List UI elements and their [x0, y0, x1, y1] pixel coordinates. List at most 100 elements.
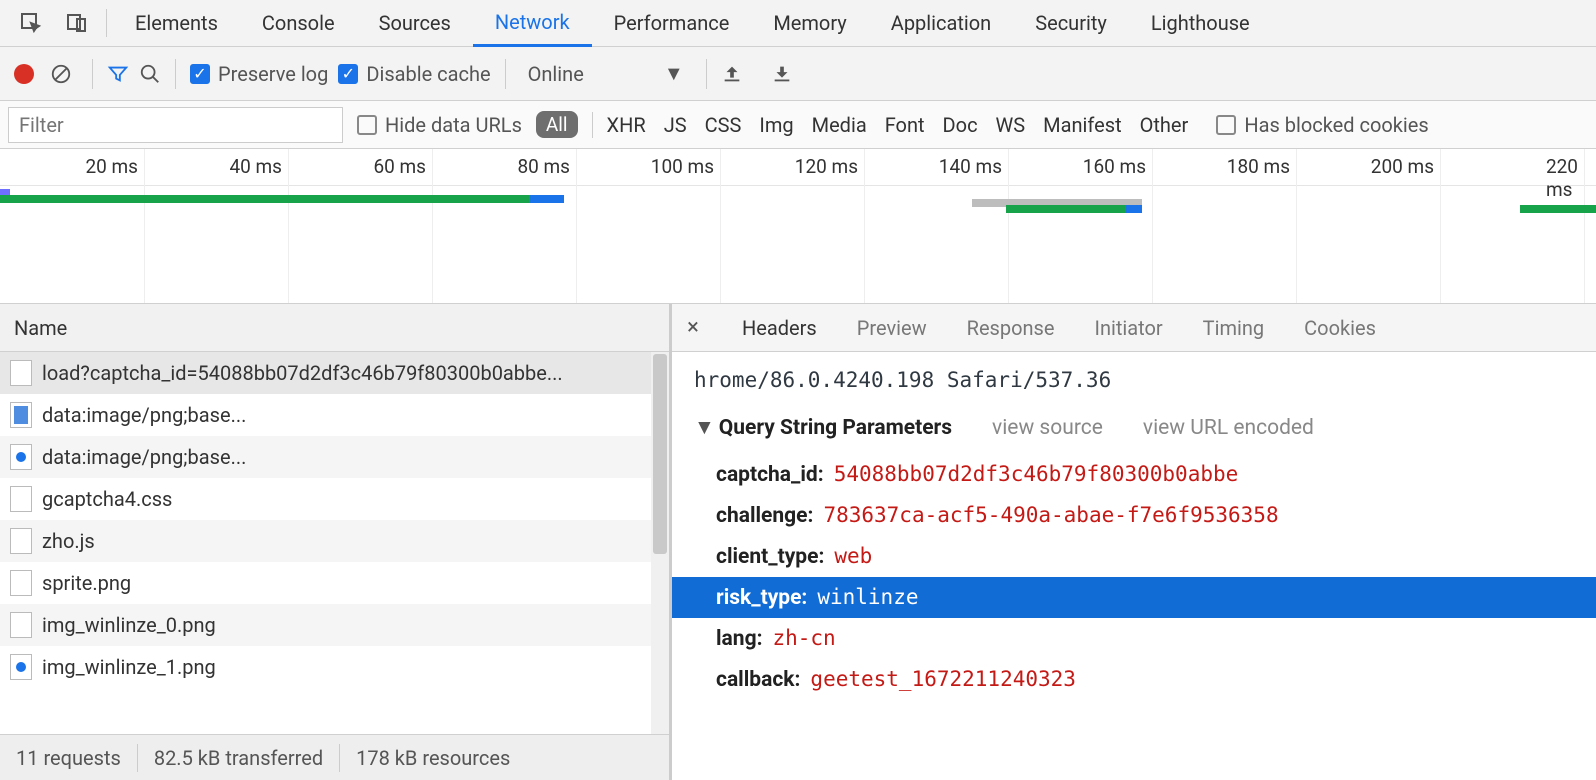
request-name: sprite.png [42, 571, 669, 595]
details-tab-timing[interactable]: Timing [1203, 316, 1264, 340]
column-header-name[interactable]: Name [0, 304, 669, 352]
file-icon [10, 612, 32, 638]
request-row[interactable]: img_winlinze_1.png [0, 646, 669, 688]
disclosure-triangle-icon: ▼ [694, 416, 715, 440]
file-icon [10, 654, 32, 680]
tab-network[interactable]: Network [473, 0, 592, 47]
checkbox-icon [357, 115, 377, 135]
param-value: winlinze [807, 585, 918, 609]
filter-type-css[interactable]: CSS [705, 113, 742, 137]
details-tab-preview[interactable]: Preview [857, 316, 927, 340]
filter-icon[interactable] [107, 63, 129, 85]
timeline-gridline [432, 149, 433, 303]
preserve-log-label: Preserve log [218, 62, 328, 86]
query-param-row[interactable]: challenge:783637ca-acf5-490a-abae-f7e6f9… [694, 495, 1584, 536]
query-param-row[interactable]: risk_type:winlinze [672, 577, 1596, 618]
view-url-encoded-link[interactable]: view URL encoded [1143, 416, 1314, 440]
network-timeline[interactable]: 20 ms40 ms60 ms80 ms100 ms120 ms140 ms16… [0, 149, 1596, 304]
throttling-select[interactable]: Online ▼ [520, 61, 692, 86]
close-icon[interactable]: × [678, 315, 708, 340]
timeline-gridline [288, 149, 289, 303]
param-key: callback: [716, 668, 800, 692]
timeline-bar [530, 195, 564, 203]
filter-type-all[interactable]: All [536, 111, 578, 138]
request-row[interactable]: sprite.png [0, 562, 669, 604]
filter-type-manifest[interactable]: Manifest [1043, 113, 1121, 137]
request-list-pane: Name load?captcha_id=54088bb07d2df3c46b7… [0, 304, 672, 780]
query-param-row[interactable]: callback:geetest_1672211240323 [694, 659, 1584, 700]
query-param-row[interactable]: lang:zh-cn [694, 618, 1584, 659]
param-key: captcha_id: [716, 463, 824, 487]
disable-cache-label: Disable cache [366, 62, 490, 86]
query-param-row[interactable]: captcha_id:54088bb07d2df3c46b79f80300b0a… [694, 454, 1584, 495]
status-transferred: 82.5 kB transferred [138, 746, 339, 770]
query-param-row[interactable]: client_type:web [694, 536, 1584, 577]
search-icon[interactable] [139, 63, 161, 85]
file-icon [10, 402, 32, 428]
request-name: img_winlinze_0.png [42, 613, 669, 637]
timeline-tick-label: 140 ms [939, 155, 1008, 178]
tab-lighthouse[interactable]: Lighthouse [1129, 0, 1272, 47]
request-row[interactable]: gcaptcha4.css [0, 478, 669, 520]
disable-cache-checkbox[interactable]: ✓ Disable cache [338, 62, 490, 86]
tab-application[interactable]: Application [869, 0, 1013, 47]
request-row[interactable]: data:image/png;base... [0, 394, 669, 436]
filter-input[interactable] [8, 107, 343, 143]
request-name: data:image/png;base... [42, 445, 669, 469]
tab-performance[interactable]: Performance [592, 0, 752, 47]
download-har-icon[interactable] [771, 63, 793, 85]
hide-data-urls-checkbox[interactable]: Hide data URLs [357, 113, 522, 137]
hide-data-urls-label: Hide data URLs [385, 113, 522, 137]
param-value: 783637ca-acf5-490a-abae-f7e6f9536358 [813, 503, 1278, 527]
timeline-tick-label: 60 ms [373, 155, 432, 178]
upload-har-icon[interactable] [721, 63, 743, 85]
tab-elements[interactable]: Elements [113, 0, 240, 47]
filter-type-font[interactable]: Font [885, 113, 925, 137]
param-key: client_type: [716, 545, 824, 569]
timeline-gridline [1152, 149, 1153, 303]
details-tab-initiator[interactable]: Initiator [1095, 316, 1163, 340]
request-rows: load?captcha_id=54088bb07d2df3c46b79f803… [0, 352, 669, 734]
filter-type-xhr[interactable]: XHR [607, 113, 646, 137]
clear-icon[interactable] [44, 63, 78, 85]
preserve-log-checkbox[interactable]: ✓ Preserve log [190, 62, 328, 86]
timeline-gridline [1296, 149, 1297, 303]
status-resources: 178 kB resources [340, 746, 526, 770]
request-row[interactable]: data:image/png;base... [0, 436, 669, 478]
timeline-gridline [1584, 149, 1585, 303]
inspect-icon[interactable] [8, 11, 54, 35]
file-icon [10, 570, 32, 596]
scrollbar[interactable] [651, 352, 669, 734]
file-icon [10, 360, 32, 386]
timeline-bar [1520, 205, 1596, 213]
tab-security[interactable]: Security [1013, 0, 1129, 47]
request-name: img_winlinze_1.png [42, 655, 669, 679]
record-button[interactable] [14, 64, 34, 84]
filter-type-js[interactable]: JS [664, 113, 687, 137]
has-blocked-cookies-checkbox[interactable]: Has blocked cookies [1216, 113, 1428, 137]
details-tab-cookies[interactable]: Cookies [1304, 316, 1376, 340]
throttling-value: Online [528, 62, 584, 86]
checkbox-checked-icon: ✓ [338, 64, 358, 84]
view-source-link[interactable]: view source [992, 416, 1103, 440]
tab-memory[interactable]: Memory [751, 0, 868, 47]
request-row[interactable]: load?captcha_id=54088bb07d2df3c46b79f803… [0, 352, 669, 394]
filter-type-other[interactable]: Other [1140, 113, 1189, 137]
filter-type-media[interactable]: Media [812, 113, 867, 137]
details-tab-headers[interactable]: Headers [742, 316, 817, 340]
devtools-tabstrip: ElementsConsoleSourcesNetworkPerformance… [0, 0, 1596, 47]
request-row[interactable]: img_winlinze_0.png [0, 604, 669, 646]
tab-sources[interactable]: Sources [357, 0, 473, 47]
tab-console[interactable]: Console [240, 0, 357, 47]
request-row[interactable]: zho.js [0, 520, 669, 562]
timeline-gridline [720, 149, 721, 303]
device-toggle-icon[interactable] [54, 11, 100, 35]
filter-type-doc[interactable]: Doc [943, 113, 978, 137]
timeline-gridline [1440, 149, 1441, 303]
query-string-section-header[interactable]: ▼Query String Parameters view source vie… [694, 406, 1584, 454]
filter-type-ws[interactable]: WS [996, 113, 1026, 137]
param-key: challenge: [716, 504, 813, 528]
filter-type-img[interactable]: Img [759, 113, 793, 137]
timeline-tick-label: 80 ms [517, 155, 576, 178]
details-tab-response[interactable]: Response [967, 316, 1055, 340]
